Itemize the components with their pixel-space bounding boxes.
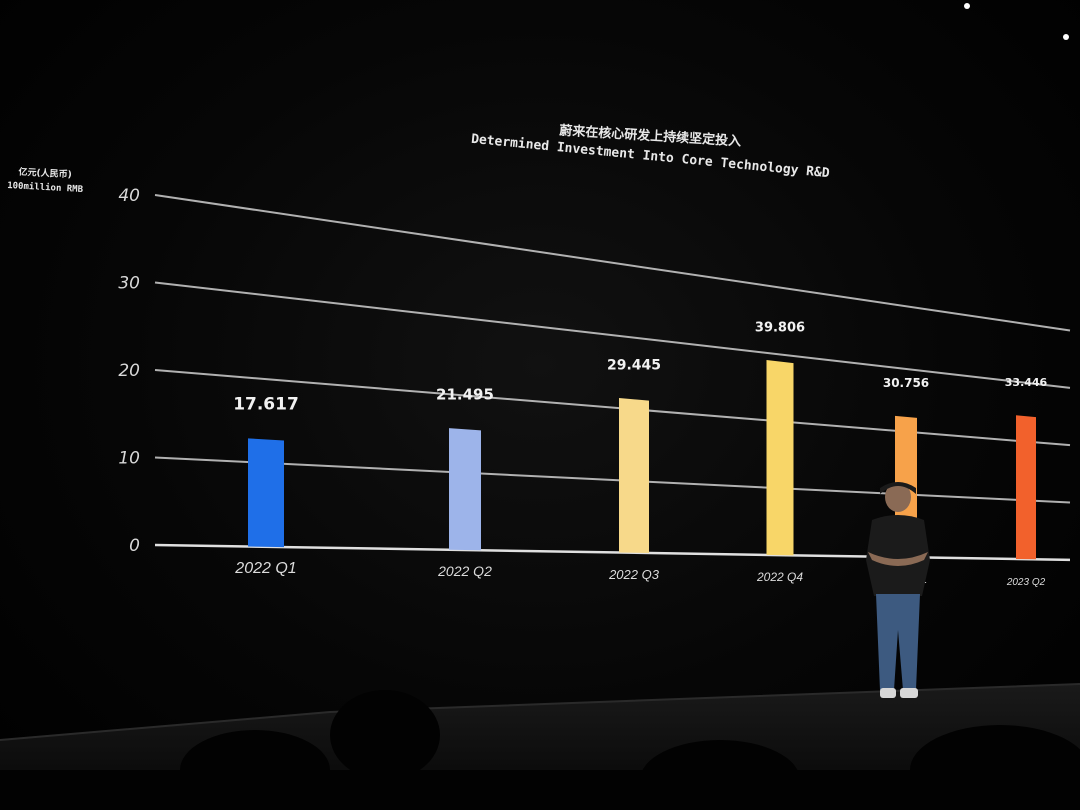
y-axis-unit-cn: 亿元(人民币) [18,166,72,181]
presenter-figure [866,482,930,698]
data-label: 39.806 [755,321,805,336]
bar-2023-q2 [1016,415,1036,560]
y-tick-label: 10 [118,449,140,469]
x-category-label: 2022 Q3 [608,567,660,582]
bar-2022-q4 [766,360,794,556]
data-label: 30.756 [883,376,929,390]
audience-silhouettes [0,690,1080,810]
y-tick-label: 40 [118,186,140,206]
x-category-label: 2022 Q1 [234,560,296,577]
data-label: 21.495 [436,385,494,403]
x-category-label: 2023 Q2 [1006,577,1046,588]
bar-2022-q1 [248,438,284,548]
data-label: 17.617 [233,394,299,414]
gridline [154,369,1071,447]
x-category-label: 2022 Q4 [756,570,803,584]
ceiling-light-icon [1063,34,1069,40]
gridline [154,281,1071,389]
stage-edge [0,683,1080,741]
y-tick-label: 30 [118,274,140,294]
x-axis-baseline [154,543,1071,562]
ceiling-light-icon [964,3,970,9]
bars [248,360,1036,560]
x-category-label: 2022 Q2 [437,563,492,579]
y-axis-ticks: 0 10 20 30 40 [118,186,140,556]
y-tick-label: 0 [129,536,140,556]
data-label: 33.446 [1005,376,1048,389]
y-tick-label: 20 [118,361,140,381]
bar-2022-q3 [619,397,649,554]
gridline [154,456,1071,504]
data-label: 29.445 [607,357,661,373]
gridline [154,194,1071,332]
bar-2022-q2 [449,428,481,551]
gridlines [154,194,1071,562]
data-labels: 17.617 21.495 29.445 39.806 30.756 33.446 [233,321,1047,415]
y-axis-label: 100million RMB [7,180,84,195]
